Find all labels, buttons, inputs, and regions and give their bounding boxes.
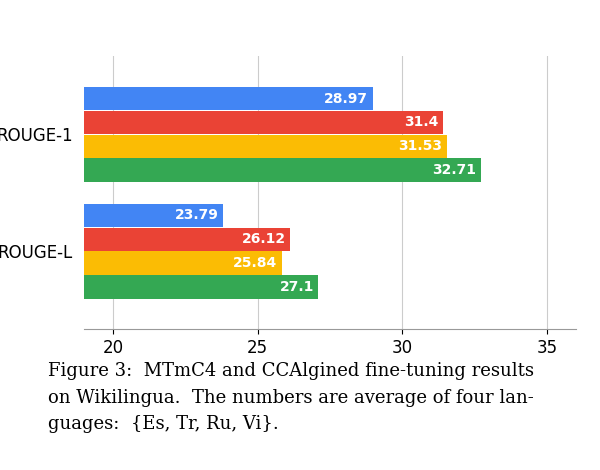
Text: 26.12: 26.12 (242, 232, 286, 246)
Bar (84, 251, 282, 274)
Text: 25.84: 25.84 (233, 256, 278, 270)
Bar (84, 134, 446, 158)
Bar (84, 227, 290, 251)
Bar (84, 275, 319, 298)
Bar (84, 158, 481, 182)
Text: Figure 3:  MTmC4 and CCAlgined fine-tuning results
on Wikilingua.  The numbers a: Figure 3: MTmC4 and CCAlgined fine-tunin… (48, 362, 534, 433)
Bar (84, 111, 443, 134)
Text: 23.79: 23.79 (175, 208, 218, 222)
Text: 31.53: 31.53 (398, 139, 442, 153)
Text: 28.97: 28.97 (324, 92, 368, 106)
Text: 27.1: 27.1 (280, 280, 314, 294)
Text: 31.4: 31.4 (404, 115, 439, 129)
Text: 32.71: 32.71 (433, 163, 476, 177)
Bar (84, 87, 373, 110)
Bar (84, 204, 223, 227)
